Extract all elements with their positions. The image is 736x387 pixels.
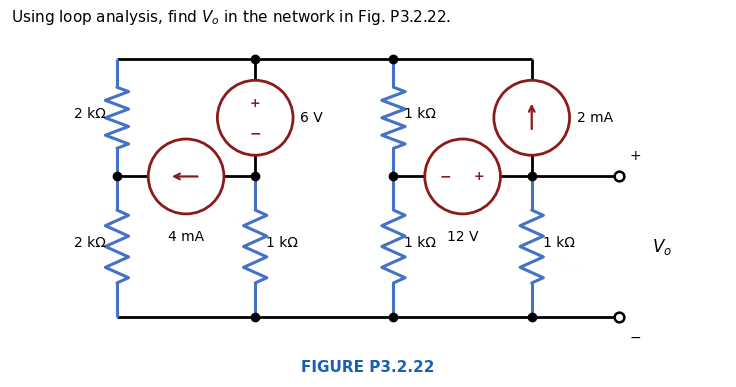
Text: 1 kΩ: 1 kΩ — [404, 107, 436, 121]
Text: −: − — [250, 127, 261, 140]
Text: +: + — [250, 97, 261, 110]
Text: 6 V: 6 V — [300, 111, 323, 125]
Text: Using loop analysis, find $V_o$ in the network in Fig. P3.2.22.: Using loop analysis, find $V_o$ in the n… — [12, 8, 452, 27]
Text: 1 kΩ: 1 kΩ — [404, 236, 436, 250]
Text: +: + — [473, 170, 484, 183]
Text: 2 mA: 2 mA — [577, 111, 613, 125]
Text: −: − — [439, 170, 451, 183]
Text: −: − — [629, 330, 641, 344]
Text: 2 kΩ: 2 kΩ — [74, 107, 106, 121]
Text: FIGURE P3.2.22: FIGURE P3.2.22 — [301, 360, 435, 375]
Text: 1 kΩ: 1 kΩ — [542, 236, 575, 250]
Text: 4 mA: 4 mA — [168, 229, 204, 244]
Text: +: + — [629, 149, 641, 163]
Text: 12 V: 12 V — [447, 229, 478, 244]
Text: 2 kΩ: 2 kΩ — [74, 236, 106, 250]
Text: 1 kΩ: 1 kΩ — [266, 236, 298, 250]
Text: $V_o$: $V_o$ — [652, 236, 672, 257]
